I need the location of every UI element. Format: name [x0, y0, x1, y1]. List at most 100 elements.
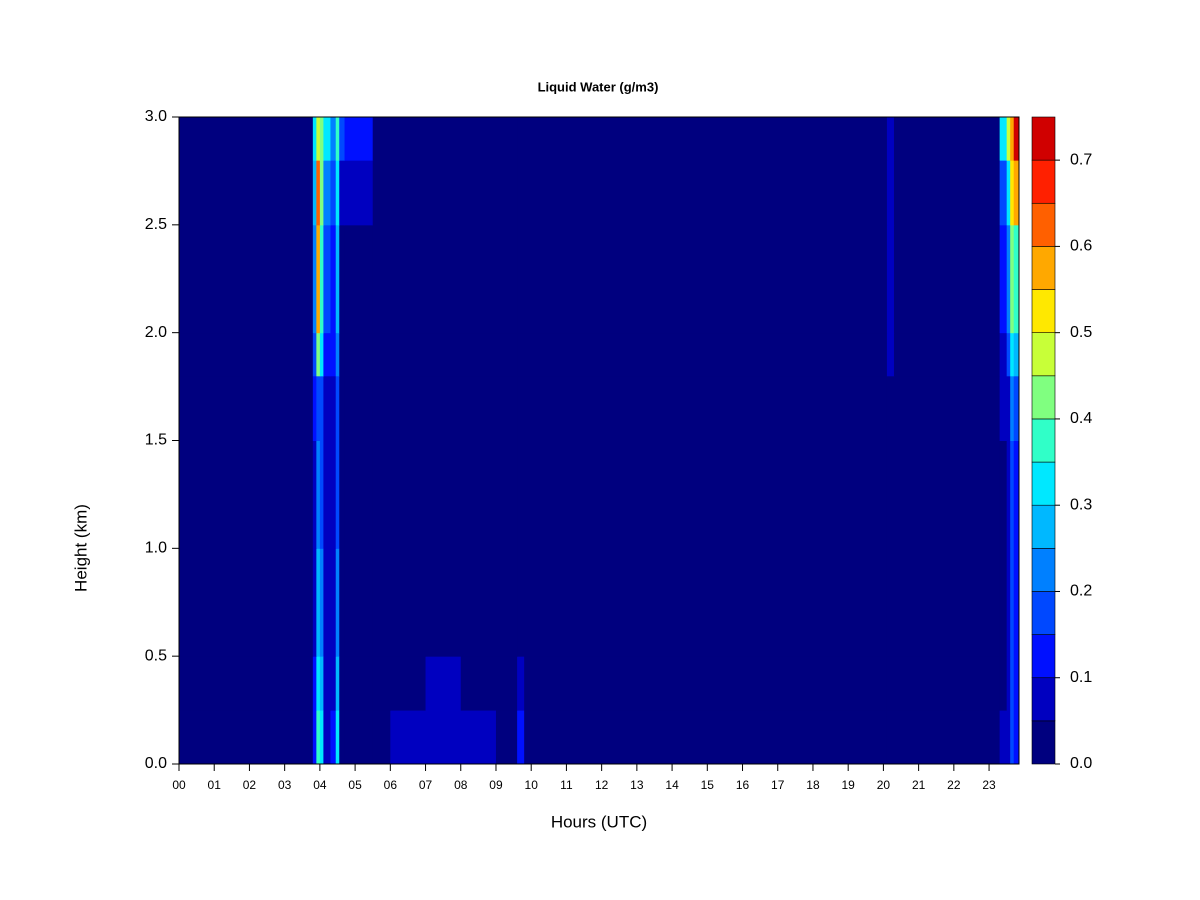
- cell: [372, 440, 391, 549]
- cell: [372, 656, 391, 711]
- y-tick-label: 1.0: [145, 540, 167, 557]
- cell: [316, 160, 321, 226]
- colorbar-tick-label: 0.1: [1070, 669, 1092, 686]
- cell: [330, 224, 337, 334]
- cell: [390, 332, 427, 377]
- cell: [460, 548, 497, 657]
- x-tick-label: 07: [419, 778, 433, 792]
- cell: [312, 332, 317, 377]
- cell: [179, 548, 314, 657]
- cell: [316, 656, 321, 711]
- colorbar-tick-label: 0.3: [1070, 496, 1092, 513]
- cell: [495, 548, 518, 657]
- cell: [524, 375, 888, 441]
- cell: [460, 117, 497, 161]
- cell: [893, 375, 1001, 441]
- cell: [495, 160, 518, 226]
- chart-title: Liquid Water (g/m3): [538, 79, 659, 94]
- cell: [335, 710, 340, 765]
- cell: [312, 656, 317, 711]
- x-tick-label: 23: [982, 778, 996, 792]
- x-tick-label: 03: [278, 778, 292, 792]
- cell: [339, 224, 346, 334]
- colorbar-segment: [1031, 375, 1056, 420]
- cell: [1006, 160, 1011, 226]
- cell: [893, 656, 1001, 711]
- colorbar-segment: [1031, 332, 1056, 377]
- cell: [999, 710, 1008, 765]
- cell: [344, 117, 374, 161]
- cell: [1006, 375, 1011, 441]
- colorbar-segment: [1031, 677, 1056, 722]
- cell: [372, 332, 391, 377]
- cell: [339, 710, 346, 765]
- cell: [886, 710, 895, 765]
- cell: [517, 332, 525, 377]
- colorbar-tick-label: 0.0: [1070, 755, 1092, 772]
- cell: [893, 710, 1001, 765]
- cell: [1006, 548, 1011, 657]
- cell: [999, 332, 1008, 377]
- cell: [425, 440, 462, 549]
- cell: [323, 160, 331, 226]
- cell: [344, 656, 374, 711]
- cell: [460, 224, 497, 334]
- cell: [323, 375, 331, 441]
- cell: [179, 224, 314, 334]
- cell: [330, 548, 337, 657]
- cell: [339, 440, 346, 549]
- cell: [886, 332, 895, 377]
- cell: [344, 440, 374, 549]
- cell: [330, 656, 337, 711]
- cell: [999, 440, 1008, 549]
- cell: [893, 332, 1001, 377]
- cell: [319, 117, 324, 161]
- cell: [1013, 332, 1020, 377]
- cell: [1010, 440, 1015, 549]
- cell: [524, 160, 888, 226]
- cell: [312, 440, 317, 549]
- cell: [1013, 375, 1020, 441]
- cell: [517, 117, 525, 161]
- x-tick-label: 16: [736, 778, 750, 792]
- colorbar-segment: [1031, 246, 1056, 290]
- x-tick-label: 09: [489, 778, 503, 792]
- cell: [179, 656, 314, 711]
- cell: [1010, 117, 1015, 161]
- cell: [886, 548, 895, 657]
- cell: [1006, 224, 1011, 334]
- cell: [179, 375, 314, 441]
- cell: [495, 656, 518, 711]
- cell: [312, 160, 317, 226]
- y-tick-label: 0.5: [145, 647, 167, 664]
- cell: [524, 117, 888, 161]
- y-tick-label: 1.5: [145, 432, 167, 449]
- x-tick-label: 22: [947, 778, 961, 792]
- cell: [517, 440, 525, 549]
- cell: [335, 440, 340, 549]
- x-tick-label: 17: [771, 778, 785, 792]
- cell: [330, 710, 337, 765]
- cell: [316, 224, 321, 334]
- cell: [893, 117, 1001, 161]
- x-tick-label: 11: [560, 778, 573, 792]
- cell: [330, 440, 337, 549]
- cell: [390, 224, 427, 334]
- cell: [323, 656, 331, 711]
- cell: [323, 332, 331, 377]
- cell: [425, 160, 462, 226]
- cell: [524, 548, 888, 657]
- cell: [323, 548, 331, 657]
- cell: [339, 117, 346, 161]
- cell: [893, 224, 1001, 334]
- cell: [495, 224, 518, 334]
- cell: [319, 224, 324, 334]
- x-tick-label: 19: [842, 778, 856, 792]
- cell: [517, 656, 525, 711]
- cell: [517, 375, 525, 441]
- cell: [330, 160, 337, 226]
- cell: [316, 440, 321, 549]
- cell: [1010, 656, 1015, 711]
- cell: [316, 548, 321, 657]
